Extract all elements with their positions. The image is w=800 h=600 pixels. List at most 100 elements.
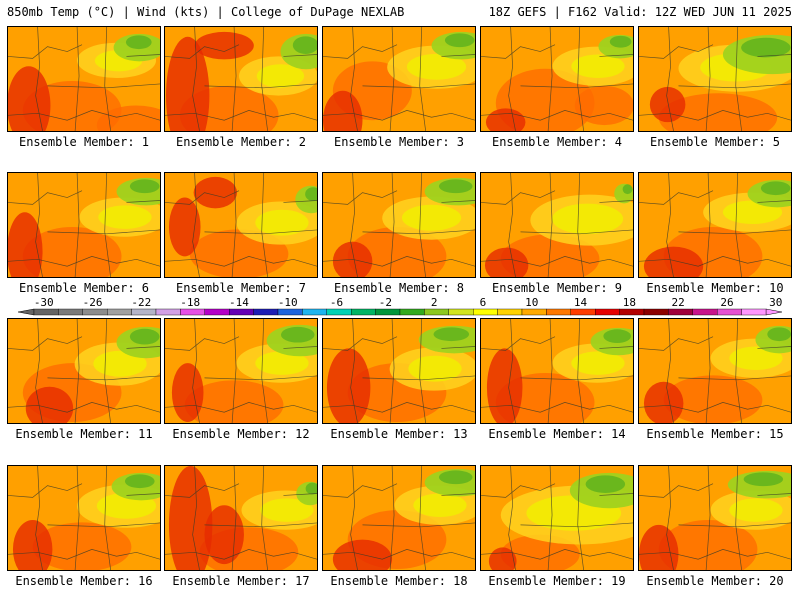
colorbar-tick-label: 22: [672, 296, 685, 309]
colorbar-swatch: [228, 308, 254, 316]
colorbar-swatch: [82, 308, 108, 316]
member-label: Ensemble Member: 7: [175, 281, 307, 295]
colorbar-swatch: [302, 308, 327, 316]
colorbar-tick-label: 6: [480, 296, 487, 309]
colorbar-tick-label: 18: [623, 296, 636, 309]
member-label: Ensemble Member: 5: [649, 135, 781, 149]
member-label: Ensemble Member: 17: [172, 574, 310, 588]
colorbar-tick-label: -26: [83, 296, 103, 309]
colorbar-swatch: [643, 308, 669, 316]
member-label: Ensemble Member: 6: [18, 281, 150, 295]
member-label: Ensemble Member: 12: [172, 427, 310, 441]
colorbar-swatch: [595, 308, 620, 316]
member-label: Ensemble Member: 4: [491, 135, 623, 149]
temperature-field: [639, 466, 791, 570]
colorbar-tick-label: -22: [131, 296, 151, 309]
colorbar-swatch: [253, 308, 279, 316]
member-map-14: [480, 318, 634, 424]
member-map-18: [322, 465, 476, 571]
colorbar-swatch: [570, 308, 596, 316]
member-map-7: [164, 172, 318, 278]
member-map-20: [638, 465, 792, 571]
member-map-17: [164, 465, 318, 571]
temperature-field: [165, 319, 317, 423]
member-label: Ensemble Member: 8: [333, 281, 465, 295]
colorbar-swatch: [424, 308, 449, 316]
colorbar-tick-label: -10: [278, 296, 298, 309]
member-label: Ensemble Member: 10: [646, 281, 784, 295]
colorbar-swatch: [326, 308, 352, 316]
member-map-8: [322, 172, 476, 278]
colorbar-tick-label: -14: [229, 296, 249, 309]
colorbar-tick-label: -30: [34, 296, 54, 309]
member-map-4: [480, 26, 634, 132]
colorbar-swatch: [204, 308, 230, 316]
member-map-5: [638, 26, 792, 132]
member-map-10: [638, 172, 792, 278]
colorbar-swatch: [277, 308, 303, 316]
colorbar-tick-label: -2: [379, 296, 392, 309]
temperature-field: [8, 319, 160, 423]
temperature-field: [481, 319, 633, 423]
colorbar-swatch: [741, 308, 767, 316]
member-label: Ensemble Member: 15: [646, 427, 784, 441]
temperature-field: [481, 173, 633, 277]
colorbar-swatch: [619, 308, 645, 316]
temperature-field: [8, 466, 160, 570]
colorbar-swatch: [497, 308, 523, 316]
colorbar-tick-label: 2: [431, 296, 438, 309]
temperature-field: [323, 319, 475, 423]
member-label: Ensemble Member: 9: [491, 281, 623, 295]
colorbar-tick-label: -18: [180, 296, 200, 309]
temperature-field: [8, 27, 160, 131]
colorbar-tick-label: 14: [574, 296, 588, 309]
temperature-field: [639, 319, 791, 423]
colorbar-swatch: [351, 308, 376, 316]
member-label: Ensemble Member: 16: [15, 574, 153, 588]
map-title: 850mb Temp (°C) | Wind (kts) | College o…: [7, 5, 405, 19]
temperature-field: [323, 466, 475, 570]
colorbar-swatch: [33, 308, 59, 316]
colorbar-tick-label: 30: [769, 296, 782, 309]
member-label: Ensemble Member: 2: [175, 135, 307, 149]
member-label: Ensemble Member: 1: [18, 135, 150, 149]
colorbar-swatch: [106, 308, 132, 316]
colorbar-swatch: [717, 308, 742, 316]
member-label: Ensemble Member: 18: [330, 574, 468, 588]
temperature-field: [639, 173, 791, 277]
member-map-1: [7, 26, 161, 132]
member-map-13: [322, 318, 476, 424]
run-valid-time: 18Z GEFS | F162 Valid: 12Z WED JUN 11 20…: [488, 5, 792, 19]
temperature-field: [639, 27, 791, 131]
member-label: Ensemble Member: 13: [330, 427, 468, 441]
member-map-2: [164, 26, 318, 132]
temperature-field: [323, 173, 475, 277]
colorbar-swatch: [473, 308, 498, 316]
colorbar-swatch: [668, 308, 694, 316]
colorbar-tick-label: -6: [330, 296, 343, 309]
colorbar-swatch: [155, 308, 181, 316]
colorbar-swatch: [180, 308, 205, 316]
temperature-field: [481, 27, 633, 131]
temperature-field: [165, 27, 317, 131]
colorbar-swatch: [131, 308, 157, 316]
member-label: Ensemble Member: 14: [488, 427, 626, 441]
member-map-11: [7, 318, 161, 424]
member-map-16: [7, 465, 161, 571]
colorbar-tick-label: 10: [525, 296, 538, 309]
colorbar-swatch: [399, 308, 425, 316]
member-label: Ensemble Member: 3: [333, 135, 465, 149]
colorbar-swatch: [546, 308, 572, 316]
temperature-field: [323, 27, 475, 131]
member-map-6: [7, 172, 161, 278]
colorbar-tick-label: 26: [720, 296, 733, 309]
temperature-field: [165, 466, 317, 570]
colorbar-swatch: [448, 308, 474, 316]
temperature-field: [481, 466, 633, 570]
temperature-field: [165, 173, 317, 277]
colorbar-swatch: [692, 308, 718, 316]
colorbar-swatch: [375, 308, 401, 316]
member-map-15: [638, 318, 792, 424]
member-map-3: [322, 26, 476, 132]
temperature-colorbar: -30-26-22-18-14-10-6-2261014182226303438…: [17, 296, 782, 316]
